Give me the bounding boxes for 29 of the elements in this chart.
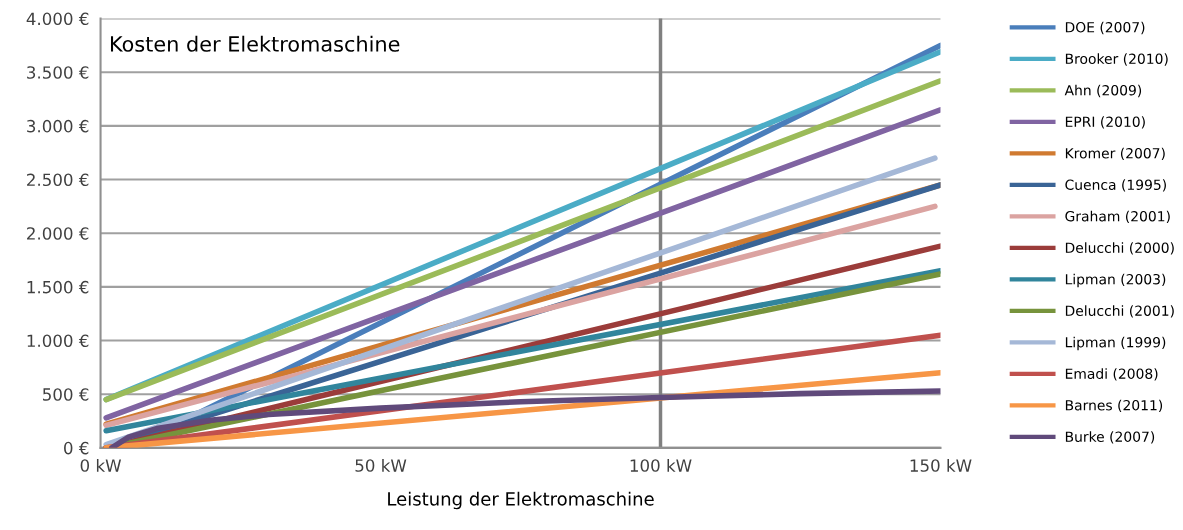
legend-label: Ahn (2009) [1064,84,1142,98]
legend-label: Burke (2007) [1065,431,1155,444]
x-axis-title: Leistung der Elektromaschine [388,491,654,510]
legend-label: Lipman (2003) [1065,273,1166,288]
y-tick-label: 2.000 € [27,227,89,240]
legend-label: Emadi (2008) [1065,368,1158,381]
legend-label: Delucchi (2001) [1065,305,1174,318]
x-tick-label: 100 kW [630,458,692,472]
legend-label: Brooker (2010) [1065,53,1168,66]
text: Kosten der Elektromaschine [111,35,400,52]
y-tick-label: 1.500 € [27,280,89,294]
legend-label: EPRI (2010) [1065,116,1145,129]
y-tick-label: 3.500 € [27,66,89,79]
legend-label: Barnes (2011) [1065,399,1163,413]
y-tick-label: 500 € [43,388,89,401]
x-tick-label: 50 kW [355,458,407,472]
y-tick-label: 2.500 € [27,173,89,187]
y-tick-label: 4.000 € [26,12,89,26]
x-tick-label: 150 kW [910,458,972,472]
legend-label: Delucchi (2000) [1065,242,1174,255]
y-tick-label: 0 € [64,441,89,455]
x-tick-label: 0 kW [80,458,122,472]
legend-label: DOE (2007) [1065,21,1145,35]
y-tick-label: 1.000 € [27,334,89,348]
legend-label: Graham (2001) [1065,210,1170,224]
y-tick-label: 3.000 € [27,119,89,133]
legend-label: Lipman (1999) [1065,336,1166,351]
legend-label: Cuenca (1995) [1065,179,1166,192]
legend-label: Kromer (2007) [1065,147,1165,161]
